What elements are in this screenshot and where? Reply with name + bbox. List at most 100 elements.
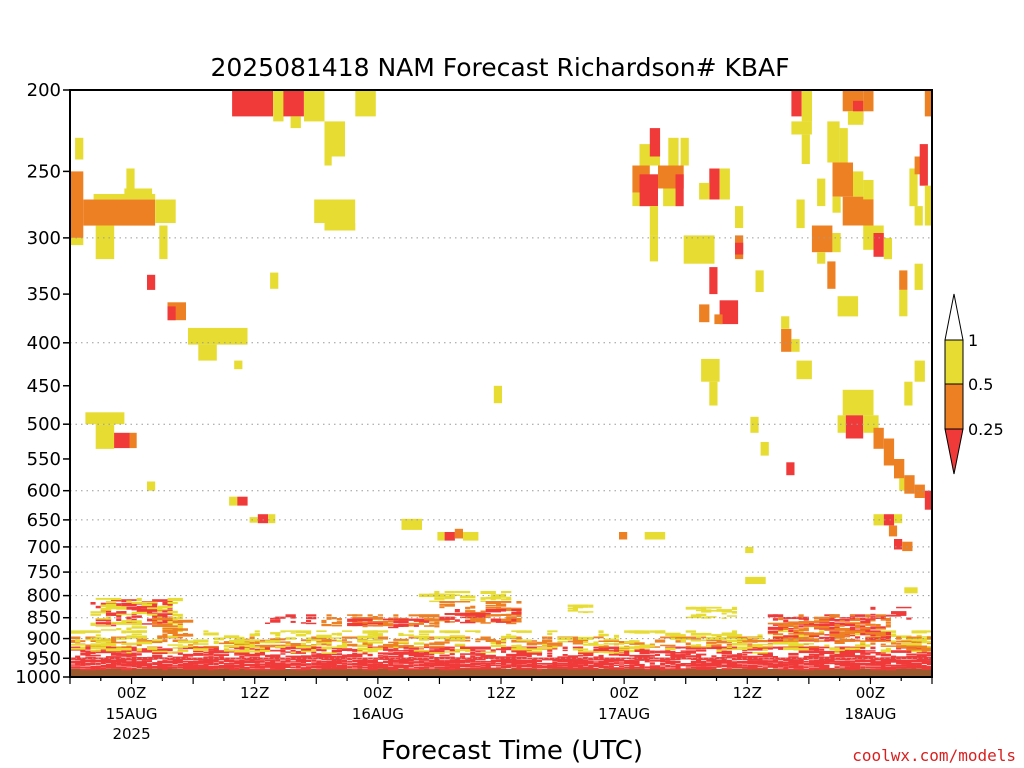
- richardson-cell-low-level: [885, 634, 897, 637]
- richardson-cell-low-level: [465, 594, 471, 597]
- richardson-cell-low-level: [234, 642, 250, 644]
- y-tick-label: 900: [27, 629, 61, 650]
- richardson-cell-low-level: [213, 660, 219, 663]
- richardson-cell-low-level: [136, 597, 142, 601]
- richardson-cell-low-level: [680, 654, 686, 657]
- richardson-cell-low-level: [844, 634, 856, 637]
- richardson-cell-low-level: [685, 646, 691, 648]
- richardson-cell-low-level: [921, 637, 932, 641]
- richardson-cell-low-level: [290, 616, 296, 619]
- richardson-cell-low-level: [721, 650, 727, 653]
- richardson-cell-low-level: [880, 649, 891, 653]
- richardson-cell-low-level: [829, 647, 840, 651]
- richardson-cell-low-level: [706, 644, 717, 647]
- richardson-cell-low-level: [162, 625, 178, 628]
- richardson-cell: [675, 174, 684, 207]
- richardson-cell-low-level: [737, 656, 748, 658]
- richardson-cell-low-level: [280, 646, 291, 650]
- richardson-cell-low-level: [454, 619, 460, 622]
- richardson-cell-low-level: [167, 616, 178, 621]
- richardson-cell-low-level: [680, 657, 696, 659]
- richardson-cell: [129, 432, 137, 449]
- richardson-cell-low-level: [711, 609, 717, 612]
- richardson-cell-low-level: [259, 651, 265, 654]
- richardson-cell-low-level: [367, 641, 383, 644]
- richardson-cell-low-level: [126, 652, 137, 655]
- richardson-cell-low-level: [870, 663, 886, 666]
- richardson-cell-low-level: [880, 635, 891, 639]
- richardson-cell-low-level: [808, 663, 814, 666]
- richardson-cell-low-level: [352, 648, 358, 652]
- richardson-cell-low-level: [860, 659, 876, 663]
- richardson-cell-low-level: [111, 657, 122, 659]
- richardson-cell-low-level: [844, 666, 850, 669]
- colorbar-level-label: 0.5: [968, 375, 993, 394]
- richardson-cell-low-level: [141, 660, 147, 663]
- richardson-cell-low-level: [408, 646, 419, 648]
- richardson-cell-low-level: [772, 639, 778, 642]
- richardson-cell-low-level: [665, 664, 671, 668]
- richardson-cell-low-level: [824, 656, 835, 659]
- richardson-cell-low-level: [757, 637, 763, 640]
- richardson-cell-low-level: [911, 660, 927, 663]
- richardson-cell-low-level: [424, 625, 435, 627]
- richardson-cell-low-level: [572, 664, 584, 668]
- x-tick-label: 12Z: [733, 684, 762, 702]
- richardson-cell-low-level: [321, 649, 327, 652]
- richardson-cell-low-level: [803, 643, 814, 645]
- richardson-cell-low-level: [526, 651, 543, 653]
- richardson-cell-low-level: [480, 655, 496, 658]
- richardson-cell-low-level: [393, 614, 399, 617]
- richardson-cell-low-level: [460, 595, 476, 599]
- richardson-cell-low-level: [875, 617, 881, 619]
- richardson-cell-low-level: [619, 668, 625, 670]
- richardson-cell-low-level: [480, 657, 486, 661]
- richardson-cell-low-level: [588, 642, 599, 646]
- richardson-cell-low-level: [855, 625, 866, 629]
- richardson-cell-low-level: [116, 618, 122, 621]
- richardson-cell-low-level: [223, 659, 235, 663]
- richardson-cell-low-level: [480, 622, 491, 624]
- richardson-cell-low-level: [660, 650, 666, 653]
- richardson-cell-low-level: [367, 614, 373, 617]
- richardson-cell-low-level: [855, 617, 861, 620]
- richardson-cell-low-level: [737, 661, 748, 664]
- richardson-cell-low-level: [213, 646, 219, 650]
- richardson-cell-low-level: [798, 650, 814, 654]
- richardson-cell-low-level: [280, 666, 296, 668]
- richardson-cell-low-level: [295, 630, 312, 634]
- richardson-cell-low-level: [341, 639, 347, 641]
- richardson-cell-low-level: [798, 636, 809, 638]
- richardson-cell: [237, 496, 248, 506]
- richardson-cell-low-level: [177, 625, 183, 629]
- richardson-cell-low-level: [516, 609, 522, 612]
- richardson-cell-low-level: [880, 643, 886, 646]
- richardson-cell-low-level: [352, 616, 363, 620]
- richardson-cell: [902, 541, 913, 552]
- richardson-cell-low-level: [906, 650, 912, 653]
- richardson-cell-low-level: [547, 632, 553, 635]
- richardson-cell-low-level: [844, 640, 861, 642]
- richardson-cell-low-level: [583, 641, 589, 644]
- richardson-cell: [853, 100, 864, 122]
- richardson-cell-low-level: [275, 667, 286, 670]
- richardson-cell-low-level: [388, 668, 399, 671]
- richardson-cell-low-level: [167, 632, 178, 634]
- richardson-cell-low-level: [870, 637, 881, 641]
- richardson-cell-low-level: [116, 656, 122, 658]
- richardson-cell: [839, 128, 848, 163]
- richardson-cell-low-level: [480, 597, 486, 600]
- richardson-cell-low-level: [249, 643, 255, 647]
- richardson-cell-low-level: [644, 659, 650, 663]
- richardson-cell-low-level: [480, 664, 496, 667]
- richardson-cell-low-level: [726, 652, 732, 655]
- richardson-cell-low-level: [157, 623, 173, 626]
- richardson-cell-low-level: [737, 636, 748, 639]
- richardson-cell-low-level: [311, 649, 327, 652]
- richardson-cell-low-level: [721, 617, 727, 619]
- richardson-cell-low-level: [413, 642, 425, 645]
- richardson-cell-low-level: [377, 655, 383, 657]
- richardson-cell-low-level: [860, 666, 866, 669]
- richardson-cell: [883, 514, 895, 526]
- richardson-cell-low-level: [275, 655, 281, 658]
